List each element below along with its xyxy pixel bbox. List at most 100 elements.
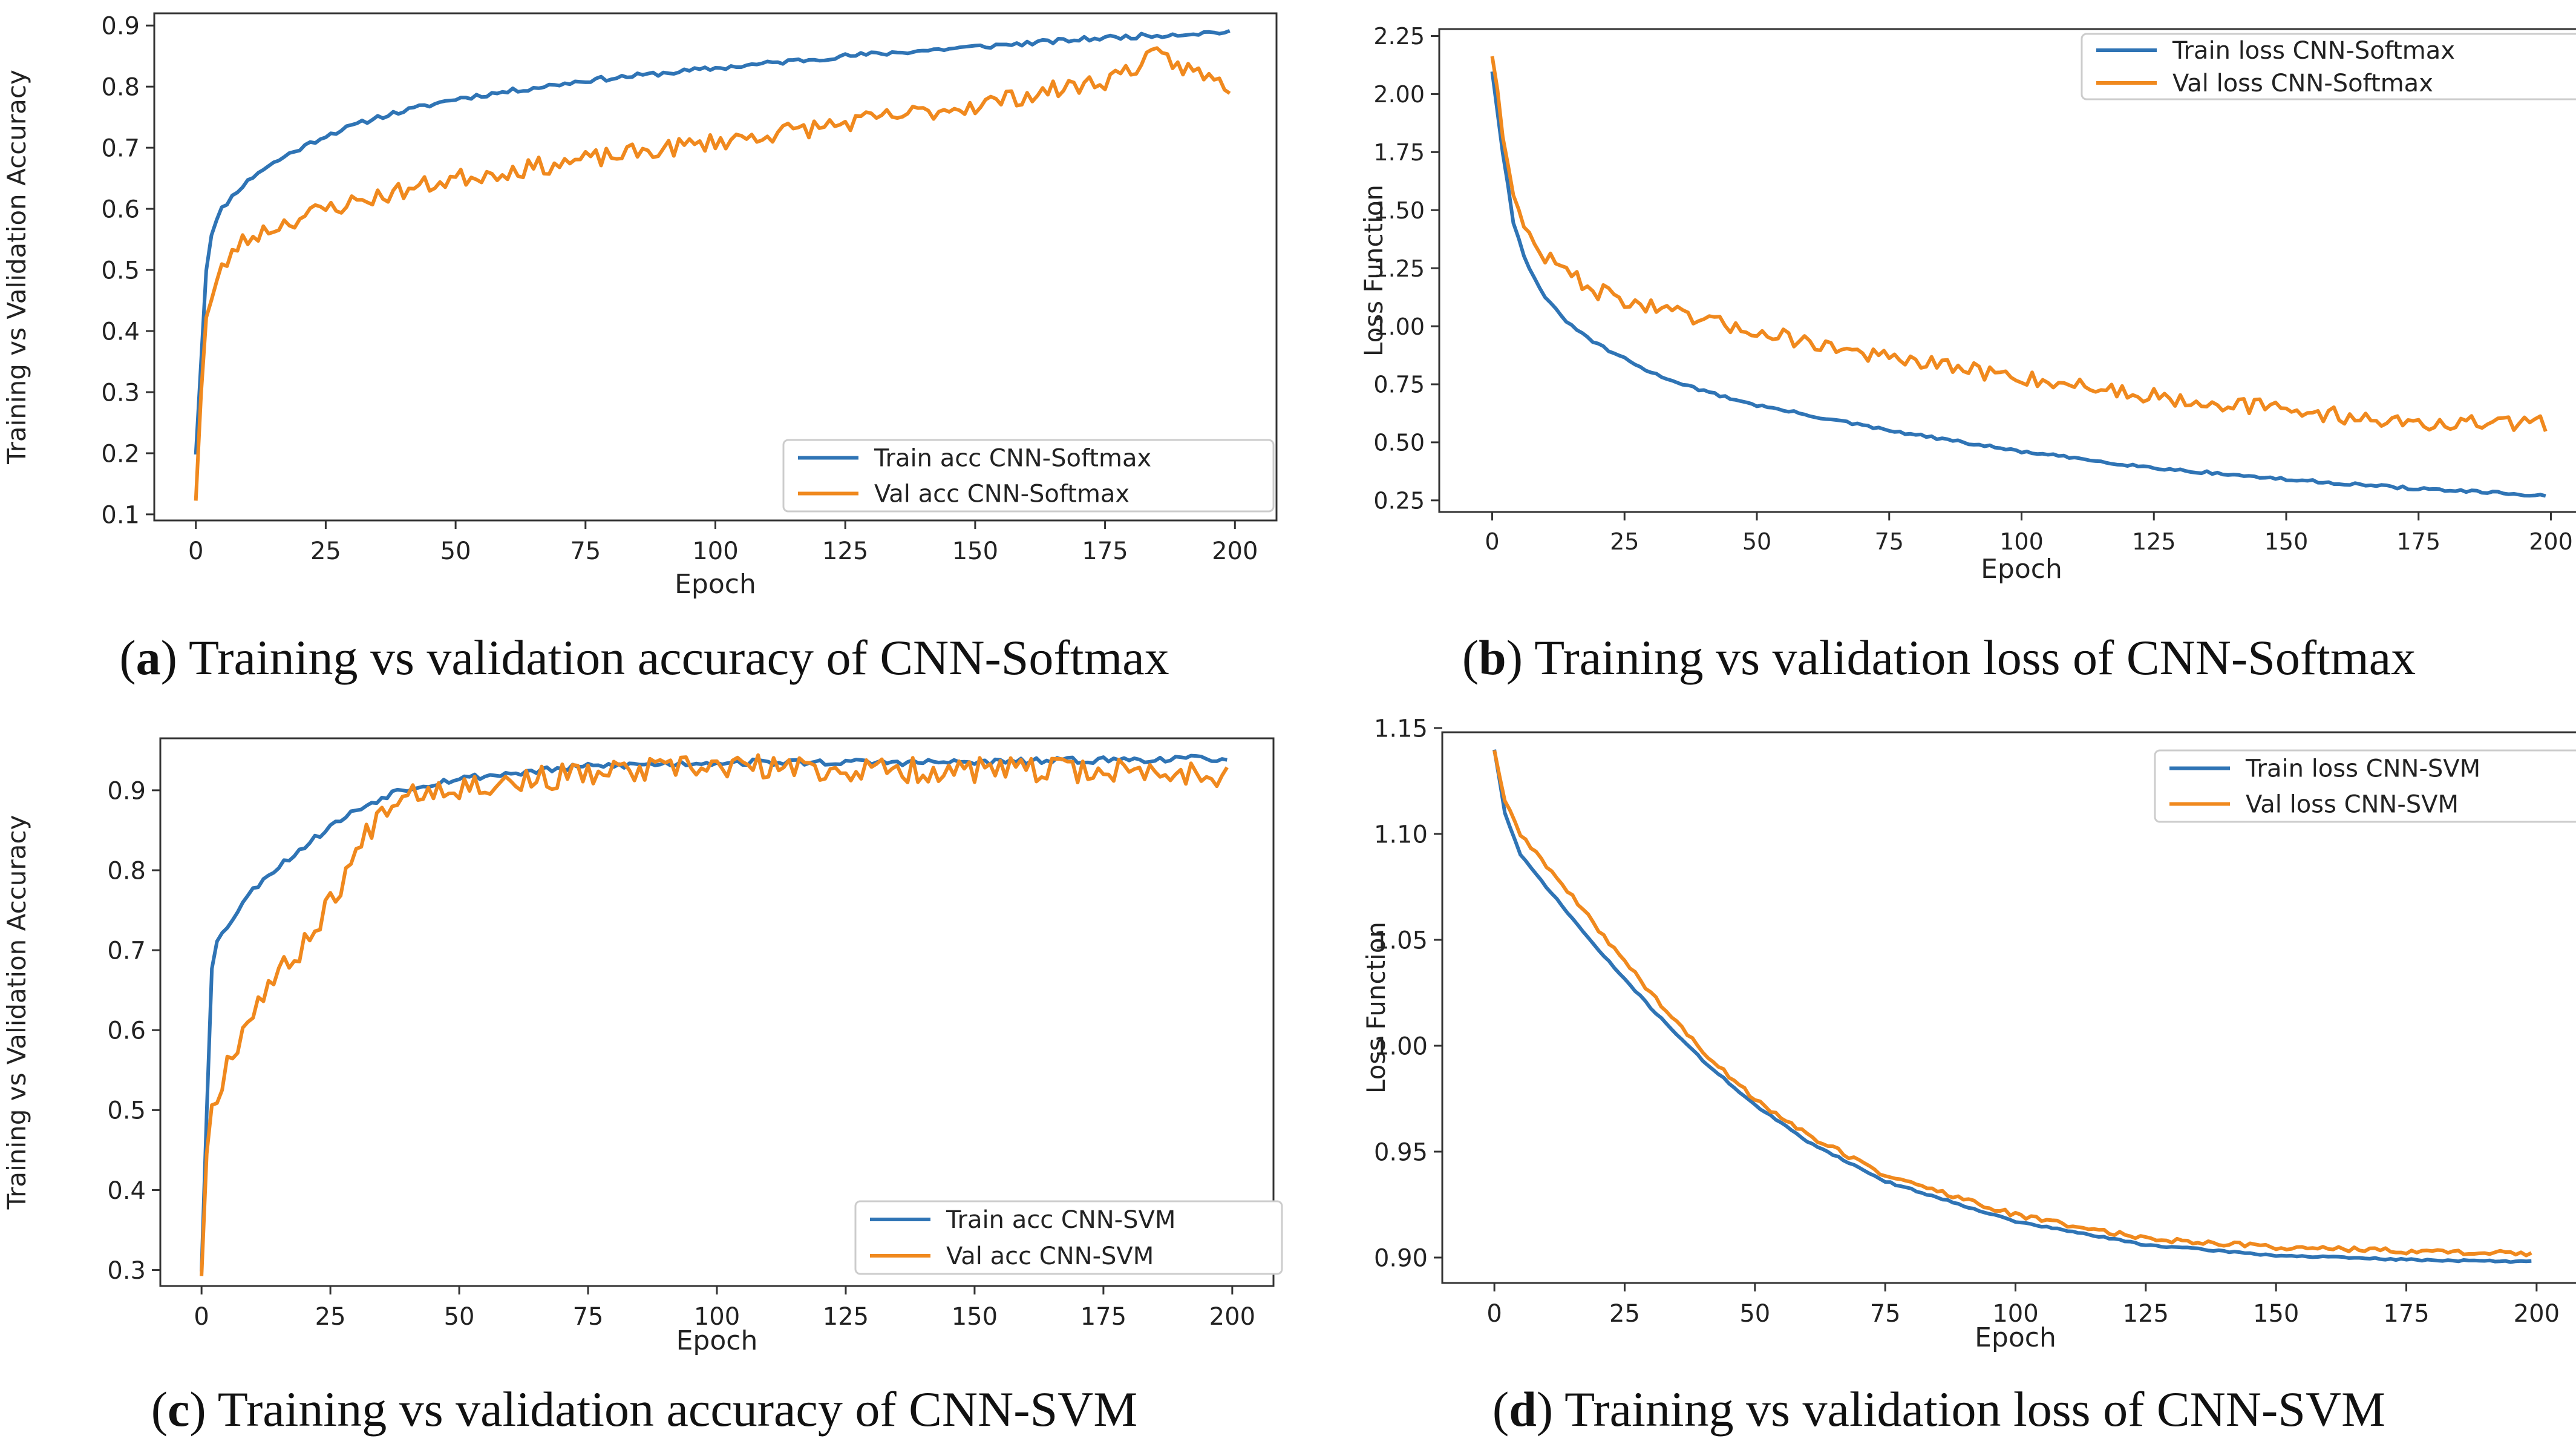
caption-a-text: Training vs validation accuracy of CNN-S… bbox=[188, 630, 1169, 685]
caption-b-letter: b bbox=[1479, 630, 1506, 685]
x-tick-label: 150 bbox=[2253, 1300, 2299, 1328]
x-tick-label: 50 bbox=[1739, 1300, 1770, 1328]
y-tick-label: 1.75 bbox=[1373, 139, 1425, 166]
legend-label: Val acc CNN-Softmax bbox=[874, 481, 1129, 508]
legend-label: Train loss CNN-Softmax bbox=[2172, 37, 2455, 65]
x-axis-label: Epoch bbox=[676, 1325, 758, 1356]
legend-box bbox=[2081, 33, 2576, 100]
series-line-val bbox=[1492, 750, 2532, 1258]
y-tick-label: 1.05 bbox=[1374, 927, 1428, 954]
legend-box bbox=[2154, 749, 2576, 823]
x-tick-label: 125 bbox=[823, 1303, 869, 1331]
series-line-val bbox=[200, 753, 1229, 1276]
x-tick-label: 75 bbox=[573, 1303, 604, 1331]
x-tick-label: 125 bbox=[2123, 1300, 2169, 1328]
legend: Train acc CNN-SVM Val acc CNN-SVM bbox=[854, 1200, 1283, 1275]
x-tick-label: 150 bbox=[952, 1303, 998, 1331]
x-tick-label: 200 bbox=[1212, 537, 1258, 565]
legend: Train acc CNN-Softmax Val acc CNN-Softmax bbox=[782, 439, 1275, 513]
series-line-val bbox=[1490, 56, 2548, 432]
y-axis-label: Training vs Validation Accuracy bbox=[2, 70, 31, 465]
y-tick-label: 0.3 bbox=[101, 379, 140, 407]
series-line-train bbox=[1490, 71, 2546, 498]
y-tick-label: 0.4 bbox=[101, 318, 140, 346]
x-tick-label: 125 bbox=[822, 537, 868, 565]
y-tick-label: 0.8 bbox=[107, 857, 146, 885]
legend-box bbox=[782, 439, 1275, 513]
y-tick-label: 0.6 bbox=[107, 1017, 146, 1045]
x-axis-label: Epoch bbox=[1975, 1322, 2056, 1353]
x-tick-label: 75 bbox=[1875, 528, 1904, 555]
legend-label: Train acc CNN-SVM bbox=[946, 1206, 1175, 1234]
y-tick-label: 1.25 bbox=[1373, 255, 1425, 282]
x-tick-label: 175 bbox=[1082, 537, 1128, 565]
y-tick-label: 0.4 bbox=[107, 1177, 146, 1205]
y-tick-label: 1.00 bbox=[1374, 1032, 1428, 1060]
y-axis-label: Loss Function bbox=[1359, 185, 1388, 356]
series-line-val bbox=[194, 46, 1231, 501]
x-tick-label: 150 bbox=[2264, 528, 2309, 555]
legend-label: Val loss CNN-SVM bbox=[2246, 791, 2459, 819]
y-tick-label: 0.9 bbox=[101, 13, 140, 41]
y-tick-label: 0.2 bbox=[101, 440, 140, 468]
x-tick-label: 0 bbox=[194, 1303, 209, 1331]
y-tick-label: 0.25 bbox=[1373, 487, 1425, 514]
caption-c-text: Training vs validation accuracy of CNN-S… bbox=[217, 1382, 1138, 1437]
y-tick-label: 2.25 bbox=[1373, 23, 1425, 50]
y-tick-label: 0.50 bbox=[1373, 430, 1425, 456]
caption-b: (b) Training vs validation loss of CNN-S… bbox=[1462, 630, 2416, 685]
x-tick-label: 100 bbox=[694, 1303, 740, 1331]
legend-label: Val loss CNN-Softmax bbox=[2172, 70, 2433, 97]
y-tick-label: 0.75 bbox=[1373, 372, 1425, 398]
y-axis-label: Loss Function bbox=[1361, 922, 1391, 1094]
x-tick-label: 25 bbox=[1609, 1300, 1640, 1328]
chart-c: 0 25 50 75 100 125 150 175 200 0.3 0.4 0.5 0.6 0.7 0.8… bbox=[2, 737, 1283, 1356]
legend: Train loss CNN-SVM Val loss CNN-SVM bbox=[2154, 749, 2576, 823]
caption-c: (c) Training vs validation accuracy of C… bbox=[151, 1382, 1138, 1437]
caption-a-letter: a bbox=[136, 630, 161, 685]
x-tick-label: 100 bbox=[1992, 1300, 2038, 1328]
x-tick-label: 25 bbox=[310, 537, 341, 565]
y-tick-label: 0.5 bbox=[107, 1097, 146, 1125]
x-tick-label: 0 bbox=[1486, 1300, 1502, 1328]
x-tick-label: 50 bbox=[444, 1303, 475, 1331]
y-tick-label: 0.7 bbox=[107, 937, 146, 965]
y-tick-label: 0.3 bbox=[107, 1257, 146, 1285]
y-tick-label: 1.00 bbox=[1373, 313, 1425, 340]
y-tick-label: 1.10 bbox=[1374, 821, 1428, 848]
y-axis-label: Training vs Validation Accuracy bbox=[2, 815, 31, 1210]
caption-c-letter: c bbox=[168, 1382, 190, 1437]
x-tick-label: 150 bbox=[952, 537, 998, 565]
x-axis-label: Epoch bbox=[1981, 554, 2062, 585]
chart-d: 0 25 50 75 100 125 150 175 200 0.90 0.95 1.00 1.05 1.… bbox=[1361, 715, 2576, 1353]
y-tick-label: 0.1 bbox=[101, 501, 140, 529]
x-tick-label: 100 bbox=[692, 537, 738, 565]
x-tick-label: 0 bbox=[1485, 528, 1499, 555]
x-tick-label: 75 bbox=[1870, 1300, 1901, 1328]
y-tick-label: 0.6 bbox=[101, 195, 140, 223]
legend-label: Val acc CNN-SVM bbox=[946, 1242, 1154, 1270]
x-tick-label: 25 bbox=[315, 1303, 346, 1331]
x-tick-label: 50 bbox=[440, 537, 471, 565]
x-tick-label: 175 bbox=[2383, 1300, 2429, 1328]
y-tick-label: 0.90 bbox=[1374, 1244, 1428, 1272]
y-tick-label: 0.95 bbox=[1374, 1138, 1428, 1166]
legend-box bbox=[854, 1200, 1283, 1275]
caption-d-letter: d bbox=[1509, 1382, 1537, 1437]
x-tick-label: 100 bbox=[1999, 528, 2044, 555]
x-tick-label: 200 bbox=[2514, 1300, 2560, 1328]
caption-b-text: Training vs validation loss of CNN-Softm… bbox=[1534, 630, 2416, 685]
y-tick-label: 1.15 bbox=[1374, 715, 1428, 743]
x-axis-label: Epoch bbox=[675, 569, 756, 600]
x-tick-label: 25 bbox=[1610, 528, 1639, 555]
caption-d-text: Training vs validation loss of CNN-SVM bbox=[1564, 1382, 2386, 1437]
series-line-train bbox=[1492, 749, 2532, 1264]
y-tick-label: 2.00 bbox=[1373, 81, 1425, 108]
caption-d: (d) Training vs validation loss of CNN-S… bbox=[1492, 1382, 2386, 1437]
x-tick-label: 50 bbox=[1742, 528, 1771, 555]
legend-label: Train acc CNN-Softmax bbox=[874, 445, 1151, 473]
y-tick-label: 0.5 bbox=[101, 257, 140, 284]
chart-a: 0 25 50 75 100 125 150 175 200 0.1 0.2 0.3 0.4 0.5 0.6… bbox=[2, 12, 1278, 600]
caption-a: (a) Training vs validation accuracy of C… bbox=[119, 630, 1169, 685]
